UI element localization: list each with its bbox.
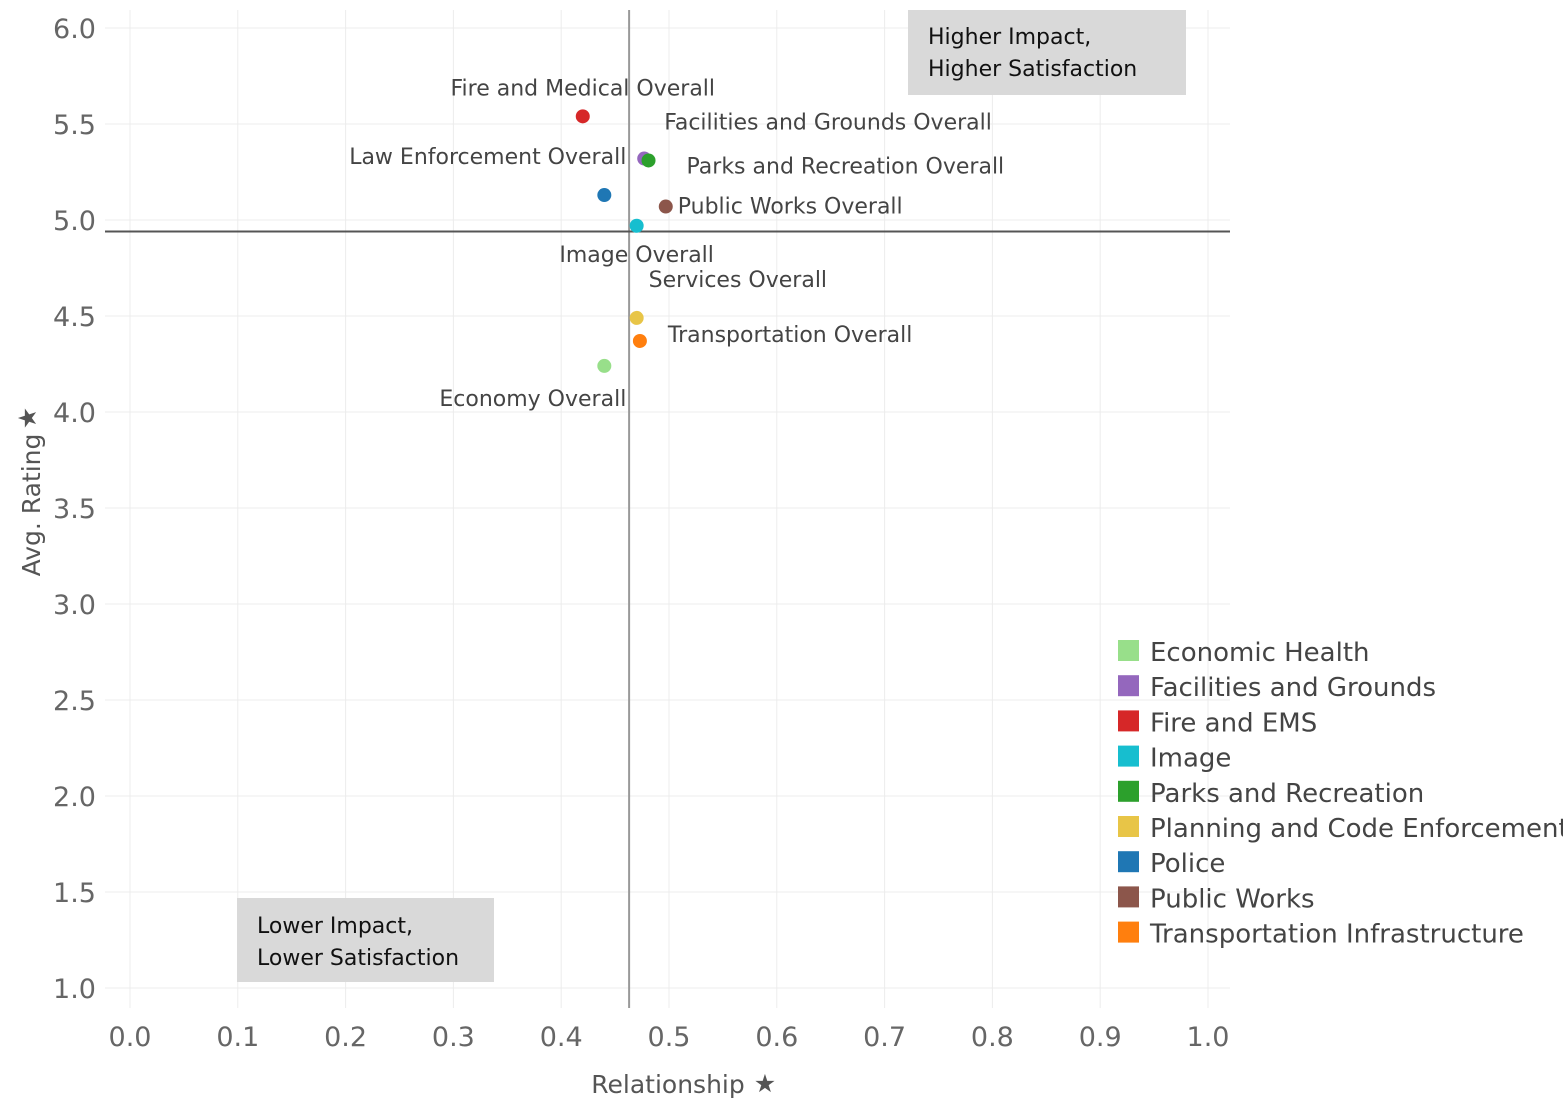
data-point-label: Services Overall — [649, 268, 827, 293]
y-tick-label: 2.0 — [53, 782, 96, 813]
legend-label: Police — [1150, 849, 1225, 879]
x-tick-label: 0.6 — [755, 1022, 798, 1053]
legend-label: Planning and Code Enforcement — [1150, 814, 1563, 844]
y-tick-label: 4.0 — [53, 398, 96, 429]
y-tick-label: 1.0 — [53, 974, 96, 1005]
data-point — [597, 358, 612, 373]
legend-swatch — [1118, 886, 1139, 908]
data-point — [597, 188, 612, 203]
legend-label: Economic Health — [1150, 638, 1370, 668]
data-point — [575, 109, 590, 124]
legend-swatch — [1118, 675, 1139, 697]
legend-swatch — [1118, 710, 1139, 732]
legend-label: Public Works — [1150, 884, 1315, 914]
legend-label: Transportation Infrastructure — [1149, 920, 1524, 950]
x-tick-label: 0.2 — [324, 1022, 367, 1053]
data-point — [641, 153, 656, 168]
y-tick-label: 1.5 — [53, 878, 96, 909]
x-tick-label: 0.8 — [971, 1022, 1014, 1053]
data-point-label: Economy Overall — [439, 387, 626, 412]
x-tick-label: 0.7 — [863, 1022, 906, 1053]
quadrant-annotation-text: Lower Impact, — [257, 914, 413, 939]
legend-label: Fire and EMS — [1150, 708, 1317, 738]
quadrant-annotation-text: Lower Satisfaction — [257, 946, 459, 971]
legend-swatch — [1118, 745, 1139, 767]
y-tick-label: 5.0 — [53, 206, 96, 237]
legend-swatch — [1118, 780, 1139, 802]
data-point — [629, 310, 644, 325]
y-axis-title: Avg. Rating — [17, 434, 46, 577]
quadrant-annotation-text: Higher Satisfaction — [928, 57, 1137, 82]
y-tick-label: 2.5 — [53, 686, 96, 717]
data-point-label: Public Works Overall — [678, 195, 903, 220]
quadrant-annotation-text: Higher Impact, — [928, 25, 1091, 50]
data-point-label: Parks and Recreation Overall — [687, 154, 1005, 179]
x-tick-label: 0.9 — [1079, 1022, 1122, 1053]
y-tick-label: 3.0 — [53, 590, 96, 621]
data-point-label: Transportation Overall — [667, 323, 912, 348]
legend-label: Image — [1150, 744, 1231, 774]
x-tick-label: 0.5 — [648, 1022, 691, 1053]
data-point — [632, 333, 647, 348]
quadrant-annotation-box — [908, 10, 1186, 95]
data-point-label: Law Enforcement Overall — [349, 145, 626, 170]
x-tick-label: 0.0 — [109, 1022, 152, 1053]
x-axis-title: Relationship — [591, 1070, 744, 1099]
legend-swatch — [1118, 921, 1139, 943]
y-tick-label: 4.5 — [53, 302, 96, 333]
data-point-label: Fire and Medical Overall — [450, 76, 715, 101]
data-point-label: Image Overall — [559, 243, 714, 268]
x-tick-label: 0.1 — [216, 1022, 259, 1053]
legend-swatch — [1118, 851, 1139, 873]
data-point — [629, 218, 644, 233]
quadrant-annotation-box — [237, 898, 494, 982]
y-tick-label: 3.5 — [53, 494, 96, 525]
data-point — [658, 199, 673, 214]
legend-label: Parks and Recreation — [1150, 779, 1424, 809]
plot-area — [105, 10, 1230, 1008]
y-tick-label: 5.5 — [53, 110, 96, 141]
x-tick-label: 0.3 — [432, 1022, 475, 1053]
x-tick-label: 0.4 — [540, 1022, 583, 1053]
x-tick-label: 1.0 — [1187, 1022, 1230, 1053]
pin-icon: ★ — [13, 407, 42, 429]
pin-icon: ★ — [754, 1069, 776, 1098]
legend-swatch — [1118, 640, 1139, 661]
legend-swatch — [1118, 816, 1139, 837]
legend-label: Facilities and Grounds — [1150, 673, 1436, 703]
data-point-label: Facilities and Grounds Overall — [664, 111, 992, 136]
y-tick-label: 6.0 — [53, 14, 96, 45]
